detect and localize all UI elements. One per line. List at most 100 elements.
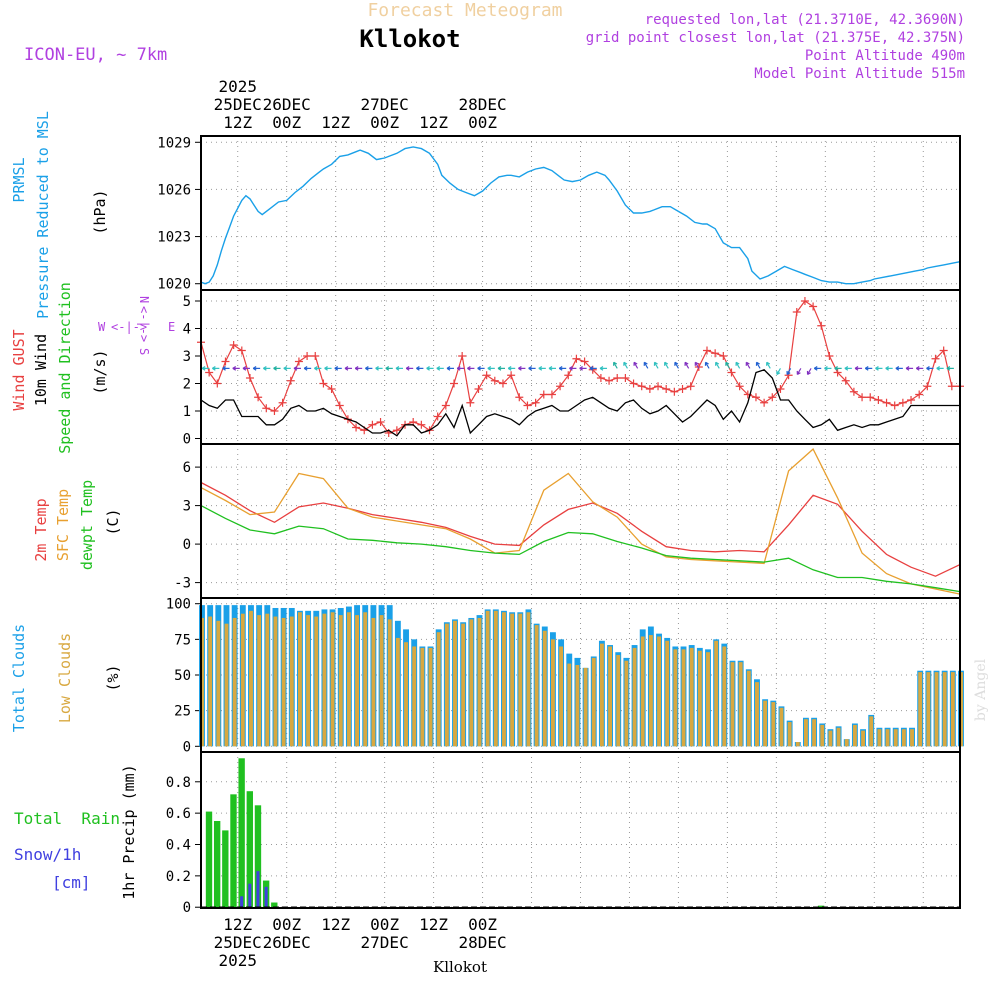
wind-arrow-head [518, 366, 522, 371]
low-cloud-bar [624, 660, 629, 747]
wind-direction-arrow [694, 362, 700, 369]
compass-arrows-h: <-|-> [111, 320, 147, 334]
gust-marker [719, 352, 728, 360]
wind-label-gust: Wind GUST [10, 329, 28, 410]
y-tick-label: 100 [166, 597, 191, 613]
wind-direction-arrow [613, 362, 618, 369]
wind-arrow-head [905, 366, 910, 371]
gust-marker [694, 363, 703, 371]
temperature-panel: -3 0 3 6 [174, 443, 961, 599]
low-cloud-bar [746, 670, 751, 747]
gust-marker [539, 390, 548, 399]
gust-marker [335, 401, 344, 410]
y-tick-label: 0.2 [166, 869, 191, 885]
wind-arrow-head [334, 366, 339, 371]
low-cloud-bar [608, 646, 613, 747]
gust-marker [613, 374, 622, 382]
gust-marker [637, 382, 646, 391]
y-tick-label: 0.6 [166, 806, 191, 822]
gust-marker [915, 390, 924, 399]
clouds-label-total: Total Clouds [10, 624, 28, 732]
tsfc-line [200, 448, 961, 595]
dewpoint-line [200, 505, 961, 593]
wind-direction-arrow [715, 362, 720, 369]
low-cloud-bar [444, 623, 449, 747]
gust-marker [498, 379, 507, 388]
gust-marker [898, 398, 907, 407]
credit-watermark: by Angel [973, 658, 989, 721]
low-cloud-bar [673, 649, 678, 747]
low-cloud-bar [461, 623, 466, 747]
gust-marker [286, 376, 295, 385]
wind-arrow-head [946, 366, 951, 371]
low-cloud-bar [371, 617, 376, 747]
gust-marker [605, 376, 614, 385]
top-axis-hour: 12Z [223, 113, 252, 132]
low-cloud-bar [355, 615, 360, 747]
wind-direction-arrow [735, 362, 741, 369]
low-cloud-bar [550, 639, 555, 747]
wind-arrow-head [579, 366, 583, 371]
pressure-unit: (hPa) [91, 189, 109, 234]
snow-bar [248, 883, 252, 908]
wind-arrow-head [875, 366, 879, 371]
low-cloud-bar [779, 707, 784, 747]
gust-marker [621, 374, 630, 382]
clouds-panel: 0 25 50 75 100 [166, 597, 964, 755]
low-cloud-bar [706, 652, 710, 747]
gust-marker [368, 420, 377, 429]
gust-marker [776, 385, 785, 393]
low-cloud-bar [306, 615, 311, 747]
snow-bar [256, 871, 260, 908]
gust-marker [294, 357, 303, 366]
rain-bar [238, 758, 245, 908]
y-tick-label: 3 [183, 349, 191, 365]
y-tick-label: 50 [174, 668, 191, 684]
y-tick-label: 0.8 [166, 775, 191, 791]
wind-arrow-head [694, 361, 699, 366]
low-cloud-bar [567, 663, 572, 747]
wind-label-10m: 10m Wind [32, 334, 50, 406]
wind-10m-line [200, 369, 960, 437]
low-cloud-bar [395, 637, 400, 747]
gust-marker [303, 352, 312, 360]
wind-arrow-head [569, 366, 573, 371]
low-cloud-bar [420, 647, 425, 747]
wind-arrow-head [252, 366, 257, 371]
gust-marker [727, 368, 736, 377]
gust-marker [572, 354, 581, 363]
gust-marker [531, 398, 540, 407]
wind-arrow-head [844, 366, 849, 371]
precip-panel: 0 0.2 0.4 0.6 0.8 [166, 751, 961, 916]
gust-marker [474, 385, 483, 393]
low-cloud-bar [893, 729, 898, 747]
t2m-line [200, 481, 961, 577]
wind-direction-arrow [725, 362, 730, 369]
low-cloud-bar [950, 672, 955, 747]
precip-label-snow: Snow/1h [14, 845, 81, 864]
top-axis-date: 26DEC [263, 95, 311, 114]
gust-marker [800, 297, 809, 305]
gust-marker [417, 420, 426, 429]
gust-marker [670, 387, 679, 396]
gust-marker [890, 401, 899, 410]
wind-arrow-head [497, 366, 502, 371]
wind-arrow-head [314, 366, 318, 371]
low-cloud-bar [314, 616, 319, 747]
top-axis-date: 27DEC [361, 95, 409, 114]
gust-marker [580, 357, 589, 366]
wind-arrow-head [263, 366, 267, 371]
low-cloud-bar [836, 727, 841, 747]
gust-marker [768, 393, 777, 402]
low-cloud-bar [510, 613, 515, 747]
gust-marker [931, 354, 940, 363]
gust-marker [515, 393, 524, 402]
y-tick-label: 4 [183, 322, 191, 338]
wind-arrow-head [283, 366, 288, 371]
low-cloud-bar [852, 724, 857, 747]
rain-bar [230, 794, 237, 908]
y-tick-label: 1020 [157, 277, 191, 293]
gust-marker [858, 393, 867, 402]
wind-arrow-head [354, 366, 359, 371]
low-cloud-bar [583, 667, 588, 747]
